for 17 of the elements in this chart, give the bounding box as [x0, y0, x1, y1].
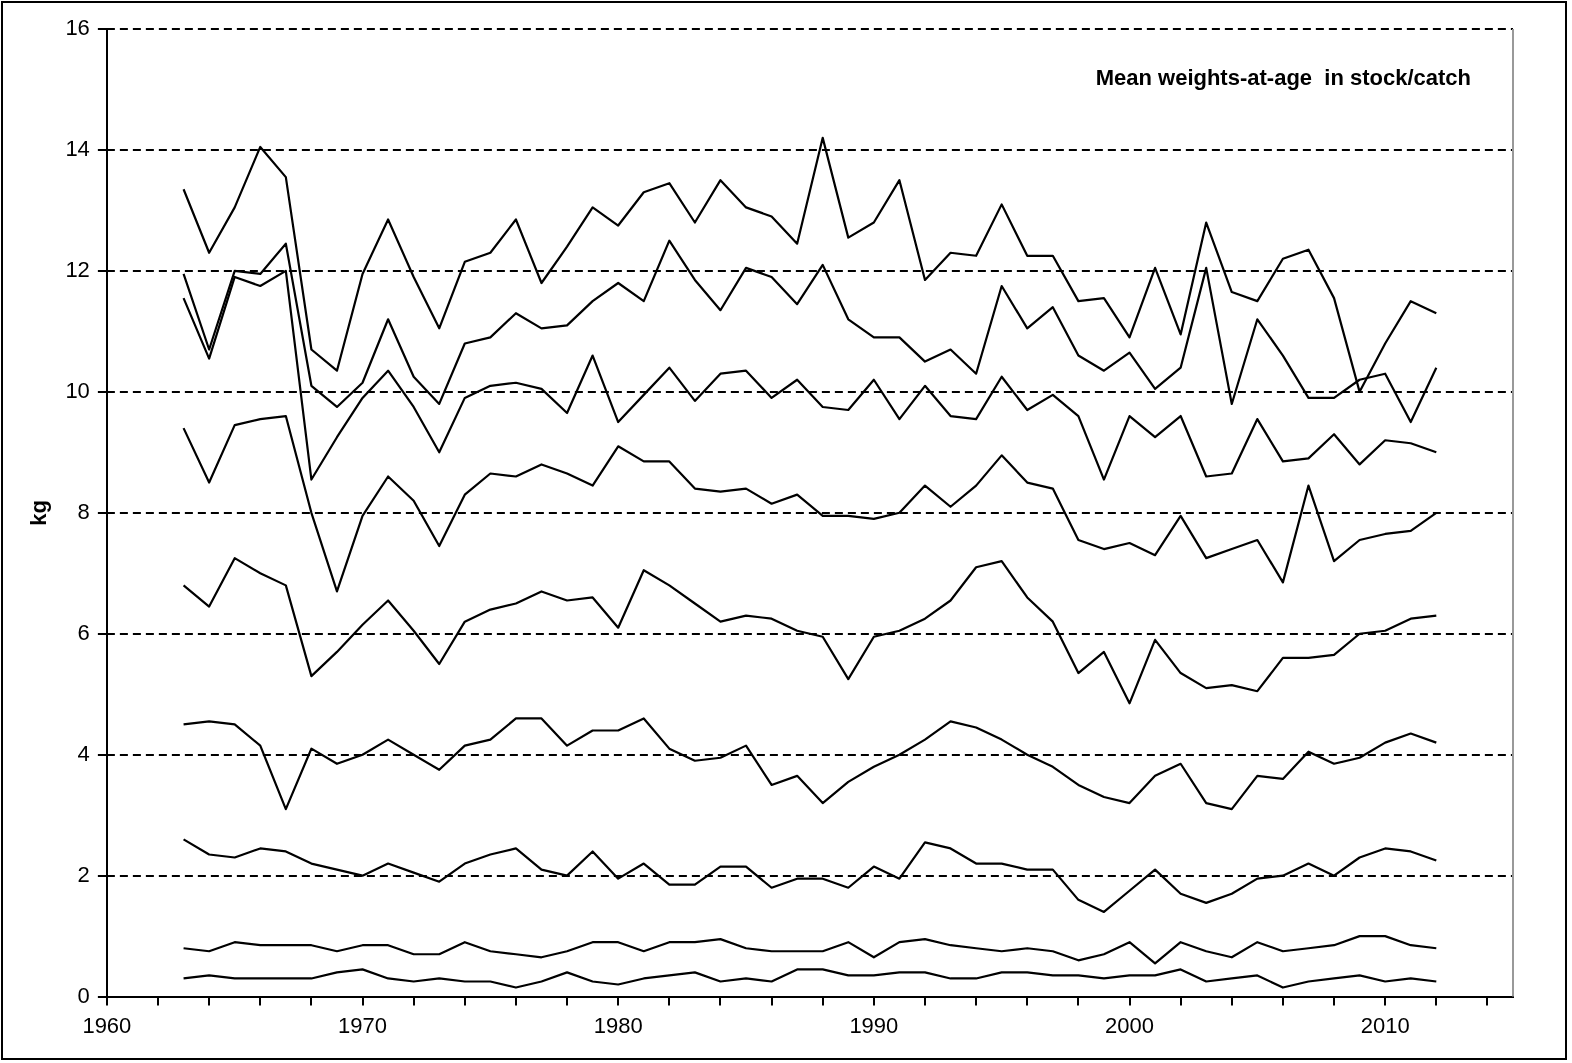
- x-tick-label: 1970: [338, 1012, 388, 1038]
- x-tick-label: 1980: [593, 1012, 643, 1038]
- y-tick-label: 6: [77, 619, 90, 645]
- x-tick-label: 1960: [82, 1012, 132, 1038]
- y-tick-label: 14: [65, 136, 90, 162]
- y-axis-title: kg: [26, 499, 52, 526]
- y-tick-label: 0: [77, 982, 90, 1008]
- text: Mean weights-at-age in stock/catch: [1095, 65, 1471, 91]
- x-tick-label: 2010: [1360, 1012, 1410, 1038]
- x-tick-label: 1990: [849, 1012, 899, 1038]
- x-tick-label: 2000: [1105, 1012, 1154, 1038]
- y-tick-label: 12: [65, 256, 90, 282]
- y-tick-label: 16: [65, 15, 90, 41]
- y-tick-label: 10: [65, 377, 90, 403]
- y-tick-label: 8: [77, 498, 90, 524]
- y-tick-label: 4: [77, 740, 90, 766]
- y-tick-label: 2: [77, 861, 90, 887]
